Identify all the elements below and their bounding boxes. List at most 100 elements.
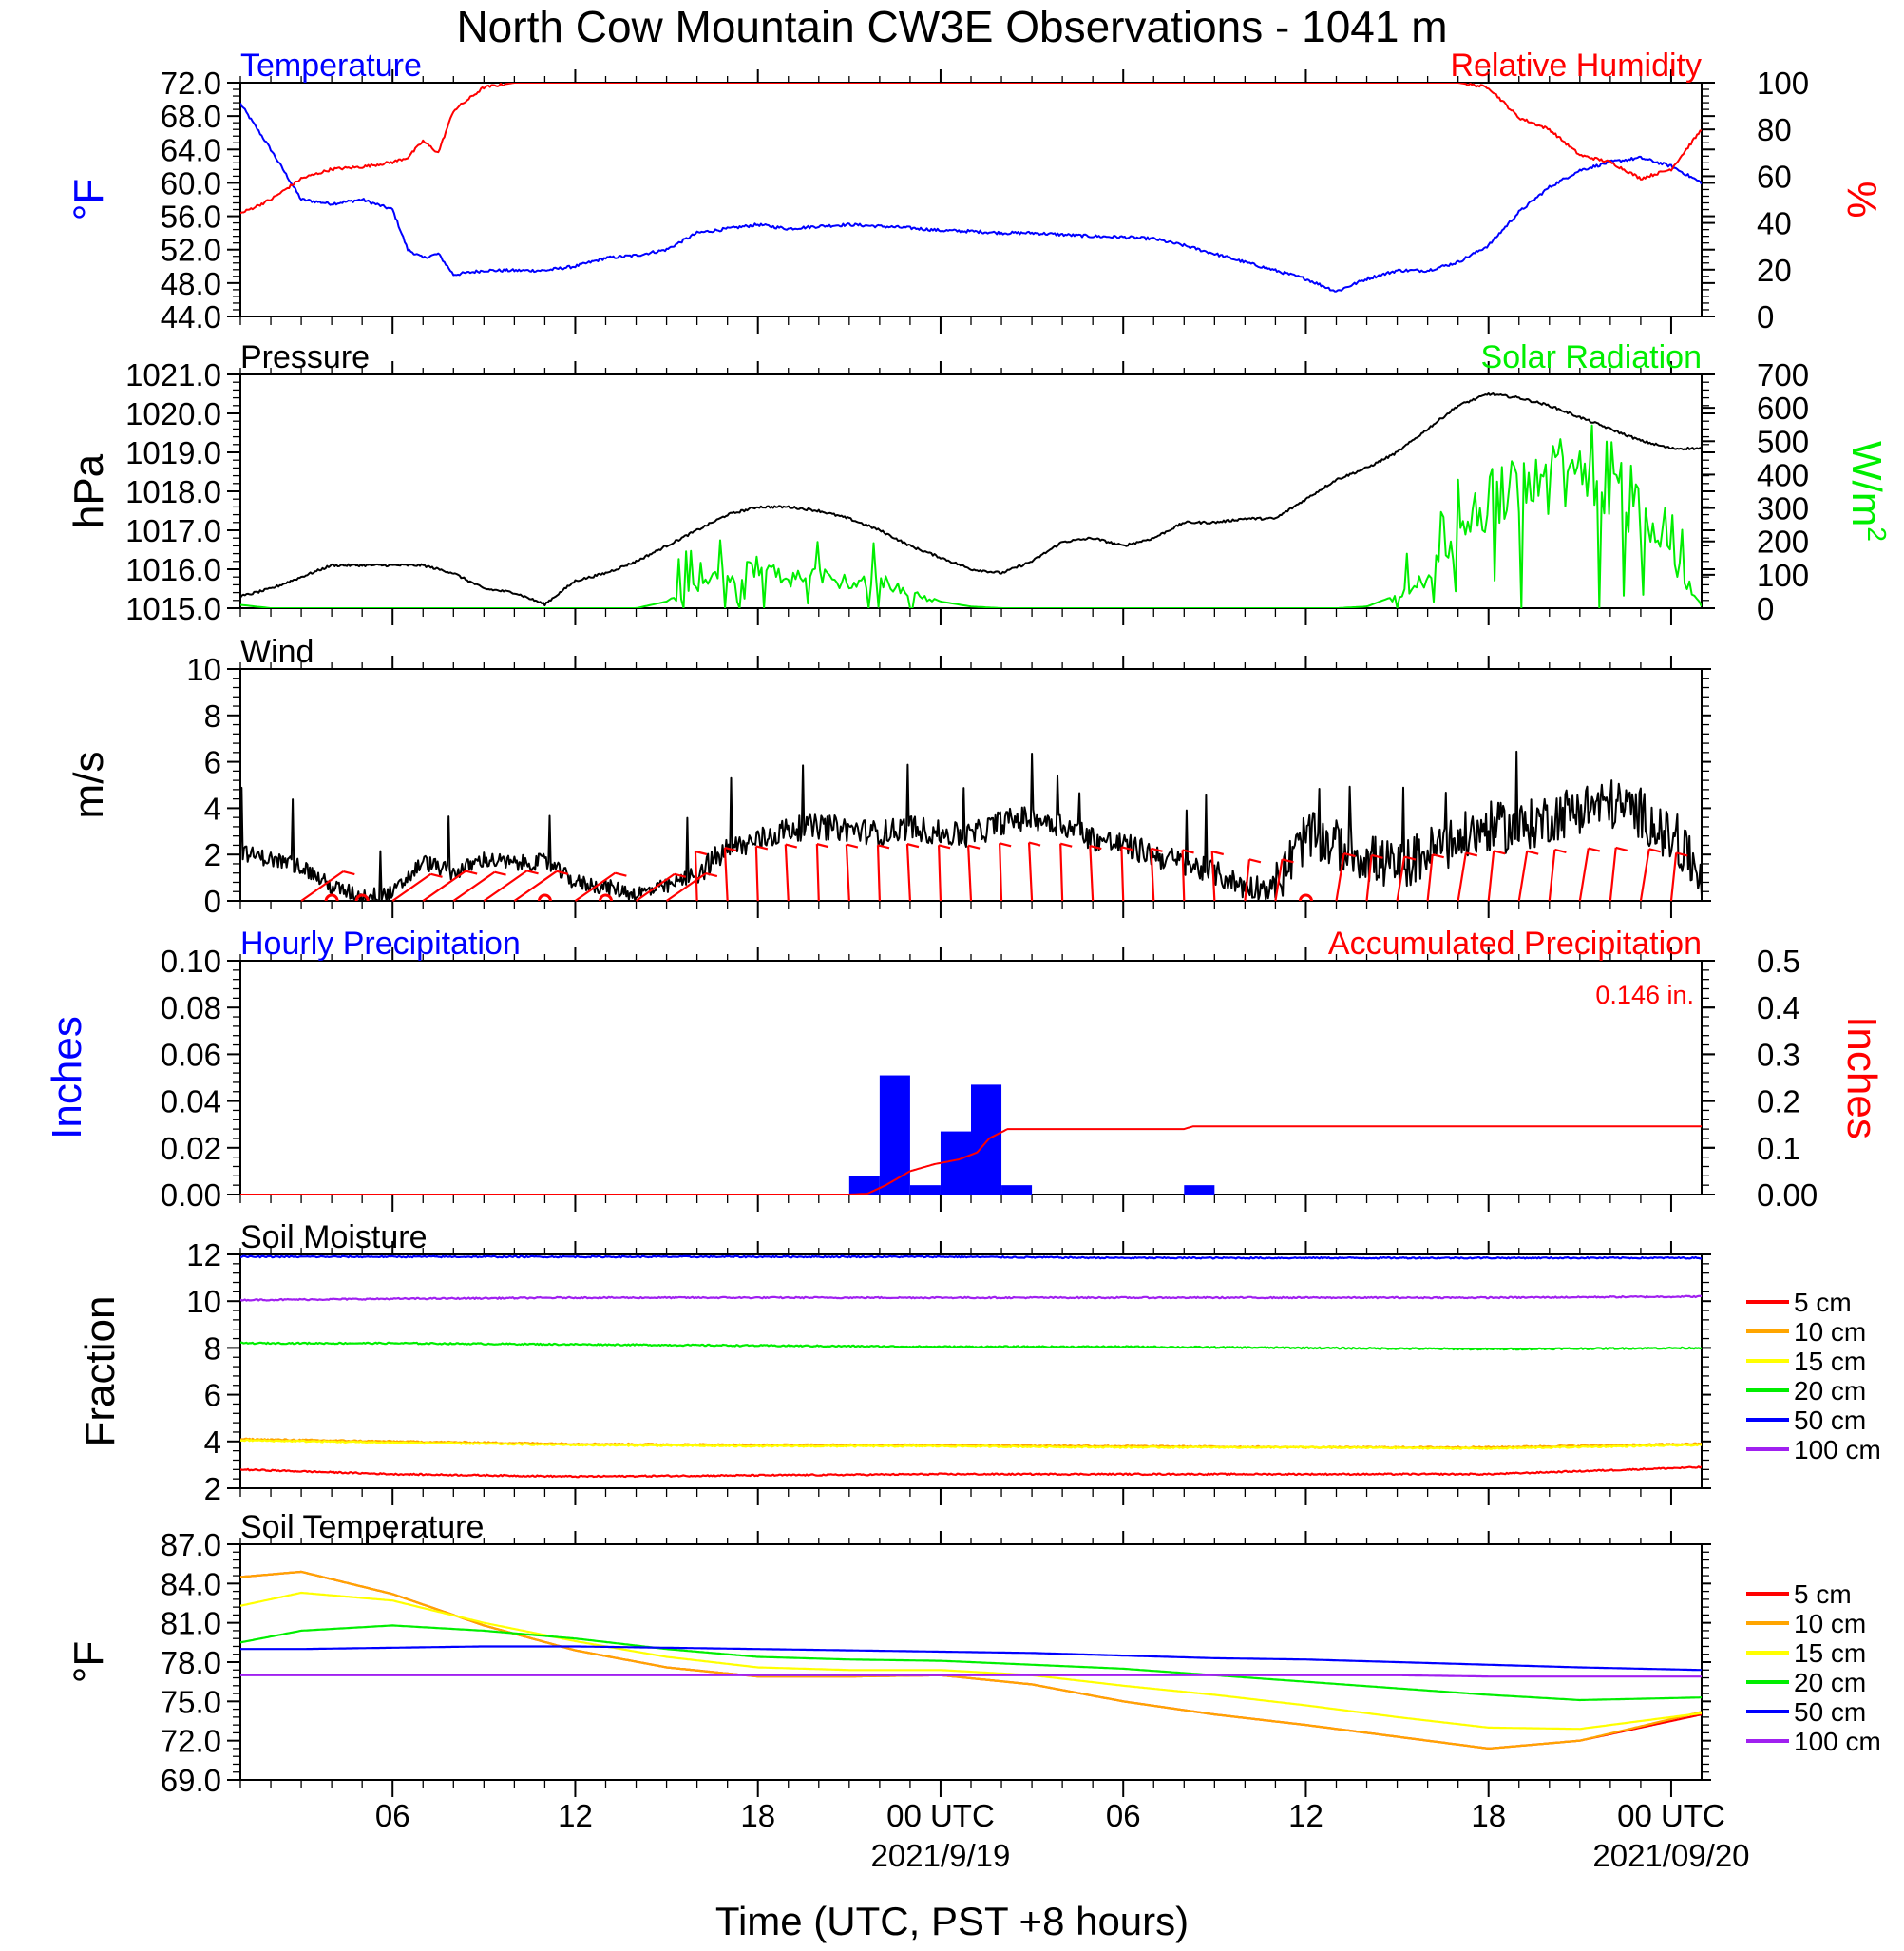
panel-title-left: Soil Moisture [240, 1219, 428, 1255]
y-axis-label: Inches [44, 1016, 90, 1139]
y-tick-label-right: 300 [1757, 491, 1809, 526]
panel-precipitation: 0.10 0.08 0.06 0.04 0.02 0.00 0.5 0.4 0.3 0.2 0.1 0… [44, 926, 1885, 1213]
wind-barb-flag [755, 845, 769, 851]
legend-label: 50 cm [1794, 1406, 1866, 1435]
panel-temp-rh: 72.068.064.060.056.052.048.044.0 100 80 60 4… [66, 48, 1885, 335]
legend-label: 5 cm [1794, 1288, 1852, 1317]
wind-barb-flag [705, 872, 718, 878]
plot-frame [239, 668, 1703, 902]
y-tick-label: 1018.0 [125, 474, 221, 509]
x-tick-label: 12 [558, 1798, 593, 1833]
series-pressure [240, 392, 1702, 607]
wind-barb-flag [1248, 858, 1262, 864]
wind-barb-flag [785, 843, 798, 849]
series-10-cm [240, 1437, 1702, 1449]
plot-area [240, 392, 1702, 608]
series-solar-radiation [240, 424, 1702, 608]
panel-title-left: Pressure [240, 339, 370, 375]
y-tick-label-right: 0 [1757, 591, 1774, 626]
y-tick-label-right: 80 [1757, 112, 1792, 147]
y-tick-label-right: 700 [1757, 357, 1809, 392]
series-wind-speed [240, 750, 1702, 901]
wind-barb-calm [1298, 893, 1313, 901]
plot-area [240, 1254, 1702, 1479]
x-tick-label: 06 [1106, 1798, 1141, 1833]
precip-bar [971, 1084, 1002, 1195]
wind-barb [999, 843, 1003, 902]
wind-barb-flag [430, 872, 443, 878]
wind-barb-flag [526, 870, 539, 875]
wind-barb [452, 870, 496, 902]
wind-barb-flag [816, 843, 829, 849]
wind-barb [1639, 849, 1650, 902]
wind-barb-flag [906, 843, 920, 849]
wind-barb [665, 872, 707, 902]
wind-barb [1457, 852, 1467, 902]
y-tick-label: 0.10 [161, 944, 221, 979]
y-axis-label-right: W/m2 [1843, 441, 1892, 542]
y-tick-label: 1017.0 [125, 513, 221, 548]
y-tick-label: 2 [204, 837, 221, 872]
legend-label: 15 cm [1794, 1638, 1866, 1668]
wind-barb-flag [1648, 848, 1662, 853]
legend-label: 10 cm [1794, 1609, 1866, 1638]
wind-barb [1274, 859, 1284, 902]
y-tick-label: 0.06 [161, 1037, 221, 1072]
panel-soil-temperature: 87.0 84.0 81.0 78.0 75.0 72.0 69.0 Soil Tempera… [66, 1509, 1881, 1798]
panels: 72.068.064.060.056.052.048.044.010080604… [44, 48, 1892, 1798]
wind-barb [723, 848, 729, 902]
wind-barb [1578, 848, 1590, 902]
wind-barb-flag [1403, 855, 1417, 861]
y-tick-label: 0.08 [161, 990, 221, 1025]
panel-title-left: Wind [240, 634, 314, 670]
series-100-cm [240, 1674, 1702, 1678]
panel-title-left: Hourly Precipitation [240, 926, 521, 962]
y-tick-label: 68.0 [161, 99, 221, 134]
wind-barb-calm [354, 893, 370, 901]
y-axis-label-right: Inches [1838, 1016, 1885, 1139]
y-tick-label: 52.0 [161, 233, 221, 268]
y-tick-label: 0.02 [161, 1131, 221, 1166]
y-tick-label-right: 0 [1757, 299, 1774, 335]
wind-barb-calm [599, 893, 613, 901]
y-axis-label-right-superscript: 2 [1862, 526, 1892, 542]
series-accumulated-precipitation [240, 1125, 1702, 1195]
y-tick-label: 1016.0 [125, 552, 221, 587]
legend-label: 15 cm [1794, 1347, 1866, 1376]
wind-barb-flag [1182, 849, 1194, 854]
y-axis-label: Fraction [77, 1296, 124, 1447]
x-axis-label: Time (UTC, PST +8 hours) [715, 1899, 1189, 1943]
wind-barb-calm [537, 893, 552, 901]
series-50-cm [240, 1645, 1702, 1672]
y-tick-label: 1019.0 [125, 435, 221, 470]
y-axis-label: °F [66, 179, 112, 220]
wind-barb-flag [1282, 858, 1294, 864]
legend-label: 100 cm [1794, 1727, 1881, 1756]
wind-barb [754, 846, 759, 902]
y-tick-label: 1021.0 [125, 357, 221, 392]
wind-barb-flag [465, 870, 478, 875]
panel-wind: 10 8 6 4 2 0 Wind m/s [66, 634, 1711, 919]
y-tick-label: 6 [204, 745, 221, 780]
y-tick-label: 64.0 [161, 132, 221, 167]
precip-bar [879, 1075, 910, 1195]
wind-barb [1517, 851, 1529, 902]
wind-barb [1210, 851, 1216, 902]
y-tick-label: 69.0 [161, 1763, 221, 1798]
accumulated-total-label: 0.146 in. [1595, 981, 1694, 1009]
series-relative-humidity [240, 83, 1702, 215]
wind-barb [876, 845, 881, 902]
series-15-cm [240, 1439, 1702, 1450]
y-tick-label-right: 0.4 [1757, 990, 1800, 1025]
wind-barb-flag [1493, 850, 1506, 855]
wind-barb-calm [324, 893, 339, 901]
panel-pressure-solar: 1021.0 1020.0 1019.0 1018.0 1017.0 1016.0 1015… [66, 339, 1892, 626]
precip-bar [848, 1176, 880, 1195]
wind-barb-flag [615, 871, 627, 877]
wind-barb [300, 870, 344, 902]
precip-bar [1184, 1185, 1215, 1195]
wind-barb-flag [1371, 853, 1383, 859]
plot-area [240, 750, 1702, 901]
